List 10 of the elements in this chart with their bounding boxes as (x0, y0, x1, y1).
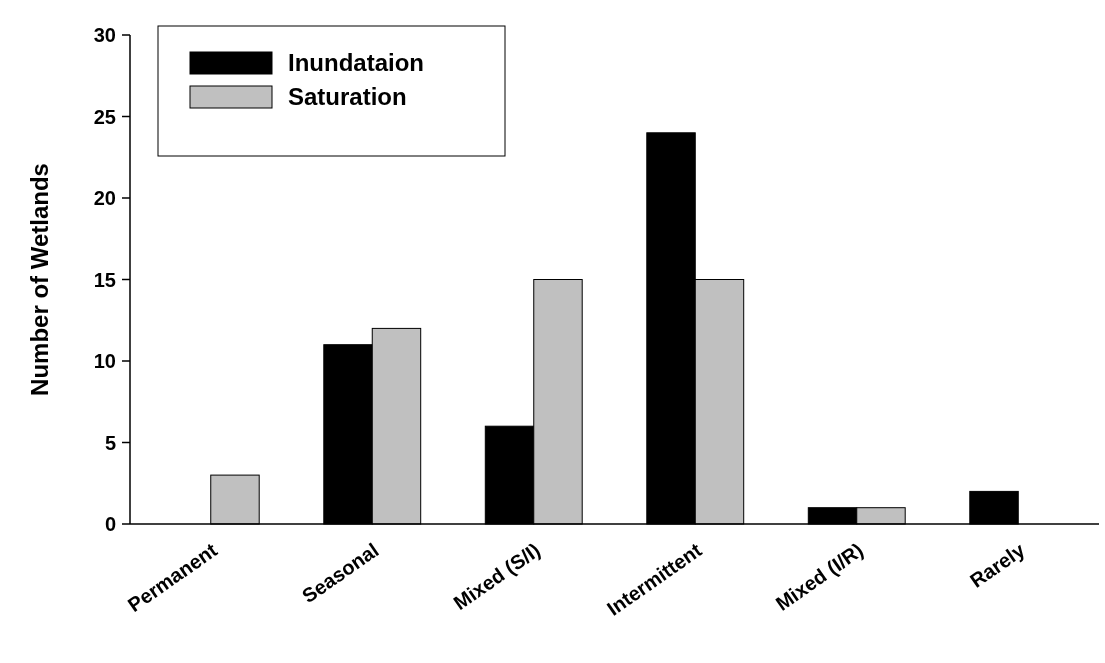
y-tick-label: 0 (104, 513, 116, 535)
y-tick-label: 20 (93, 187, 116, 209)
legend-label: Inundataion (288, 49, 424, 77)
y-axis-title: Number of Wetlands (26, 163, 53, 396)
y-tick-label: 15 (93, 268, 116, 291)
y-tick-label: 30 (93, 24, 116, 46)
y-tick-label: 10 (93, 350, 116, 372)
y-tick-label: 25 (93, 105, 116, 128)
y-tick-label: 5 (104, 431, 116, 454)
legend-label: Saturation (288, 83, 407, 111)
